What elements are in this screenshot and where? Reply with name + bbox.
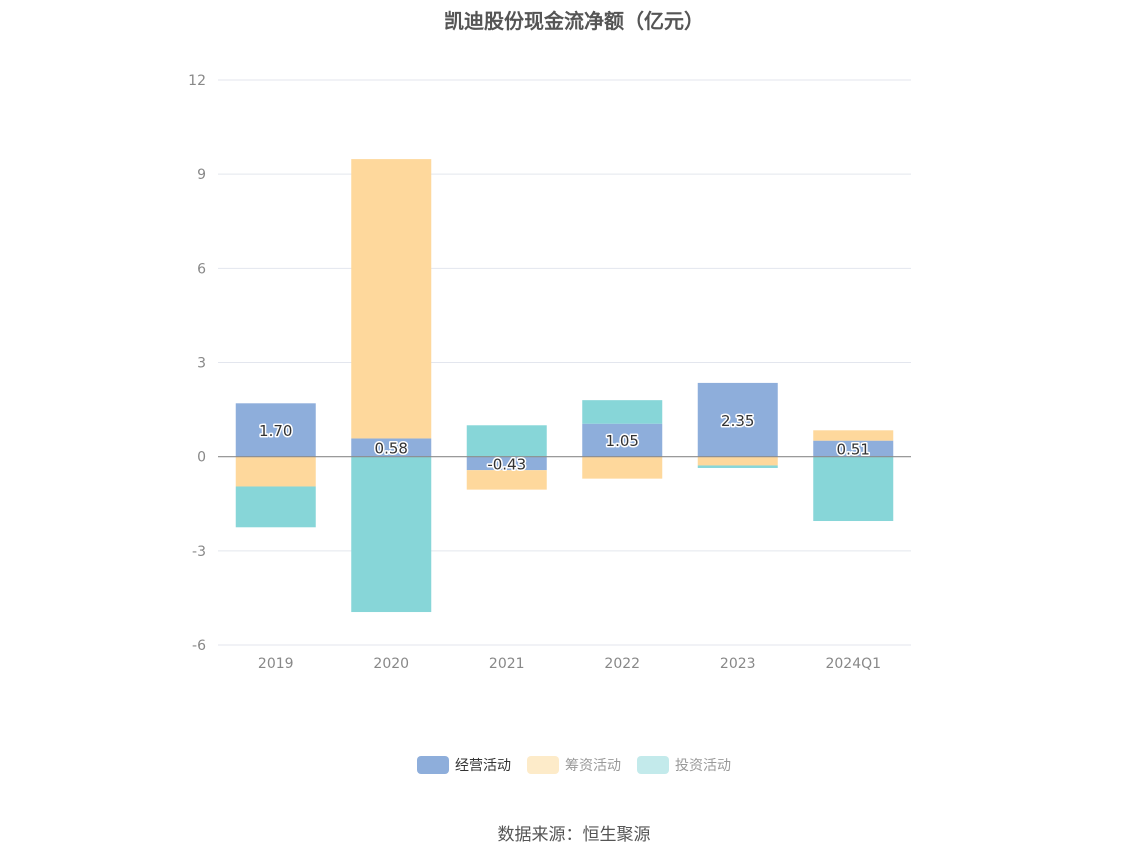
data-label: 1.70 <box>259 422 292 440</box>
bar-2022-series-0[interactable] <box>582 423 663 457</box>
axes: 12 9 6 3 0 -3 -6 2019 2020 2021 2022 2023 2024Q1 <box>188 73 911 672</box>
legend-item-financing[interactable]: 筹资活动 <box>527 755 621 775</box>
data-label: 1.05 <box>606 432 639 450</box>
bar-2023-series-2[interactable] <box>697 465 778 468</box>
bar-2023-series-1[interactable] <box>697 456 778 466</box>
x-tick-label: 2021 <box>489 656 525 672</box>
legend-swatch-operating <box>417 756 449 774</box>
data-label: 2.35 <box>721 412 754 430</box>
legend-swatch-investing <box>637 756 669 774</box>
bar-2021-series-1[interactable] <box>466 470 547 490</box>
y-tick-label: 6 <box>197 261 206 277</box>
x-tick-label: 2024Q1 <box>825 656 881 672</box>
bar-2020-series-0[interactable] <box>351 438 432 457</box>
bar-2019-series-0[interactable] <box>235 403 316 457</box>
bar-2020-series-1[interactable] <box>351 159 432 439</box>
x-tick-label: 2020 <box>373 656 409 672</box>
bars <box>235 159 894 613</box>
bar-2022-series-2[interactable] <box>582 400 663 424</box>
y-tick-label: 9 <box>197 167 206 183</box>
bar-2023-series-0[interactable] <box>697 382 778 457</box>
bar-2021-series-2[interactable] <box>466 425 547 457</box>
bar-2022-series-1[interactable] <box>582 456 663 479</box>
data-labels: 1.70 0.58 -0.43 1.05 2.35 0.51 <box>258 410 872 475</box>
bar-2019-series-1[interactable] <box>235 456 316 487</box>
bar-2024Q1-series-2[interactable] <box>813 456 894 522</box>
legend: 经营活动 筹资活动 投资活动 <box>0 755 1148 775</box>
y-tick-label: -6 <box>192 638 206 654</box>
data-label: 0.51 <box>837 441 870 459</box>
x-tick-label: 2019 <box>258 656 294 672</box>
bar-2021-series-0[interactable] <box>466 456 547 471</box>
x-tick-label: 2022 <box>604 656 640 672</box>
legend-label-investing: 投资活动 <box>675 758 731 774</box>
y-tick-label: 3 <box>197 356 206 372</box>
legend-item-operating[interactable]: 经营活动 <box>417 755 511 775</box>
y-tick-label: 12 <box>188 73 206 89</box>
legend-label-financing: 筹资活动 <box>565 758 621 774</box>
grid-lines <box>218 79 911 646</box>
legend-label-operating: 经营活动 <box>455 758 511 774</box>
bar-2020-series-2[interactable] <box>351 456 432 613</box>
bar-2024Q1-series-1[interactable] <box>813 430 894 441</box>
legend-swatch-financing <box>527 756 559 774</box>
data-label: 0.58 <box>375 440 408 458</box>
x-tick-label: 2023 <box>720 656 756 672</box>
y-tick-label: -3 <box>192 544 206 560</box>
y-tick-label: 0 <box>197 450 206 466</box>
bar-2024Q1-series-0[interactable] <box>813 440 894 457</box>
bar-2019-series-2[interactable] <box>235 486 316 528</box>
data-source: 数据来源：恒生聚源 <box>497 825 651 845</box>
legend-item-investing[interactable]: 投资活动 <box>637 755 731 775</box>
data-label: -0.43 <box>487 455 526 473</box>
chart-title: 凯迪股份现金流净额（亿元） <box>444 9 704 33</box>
